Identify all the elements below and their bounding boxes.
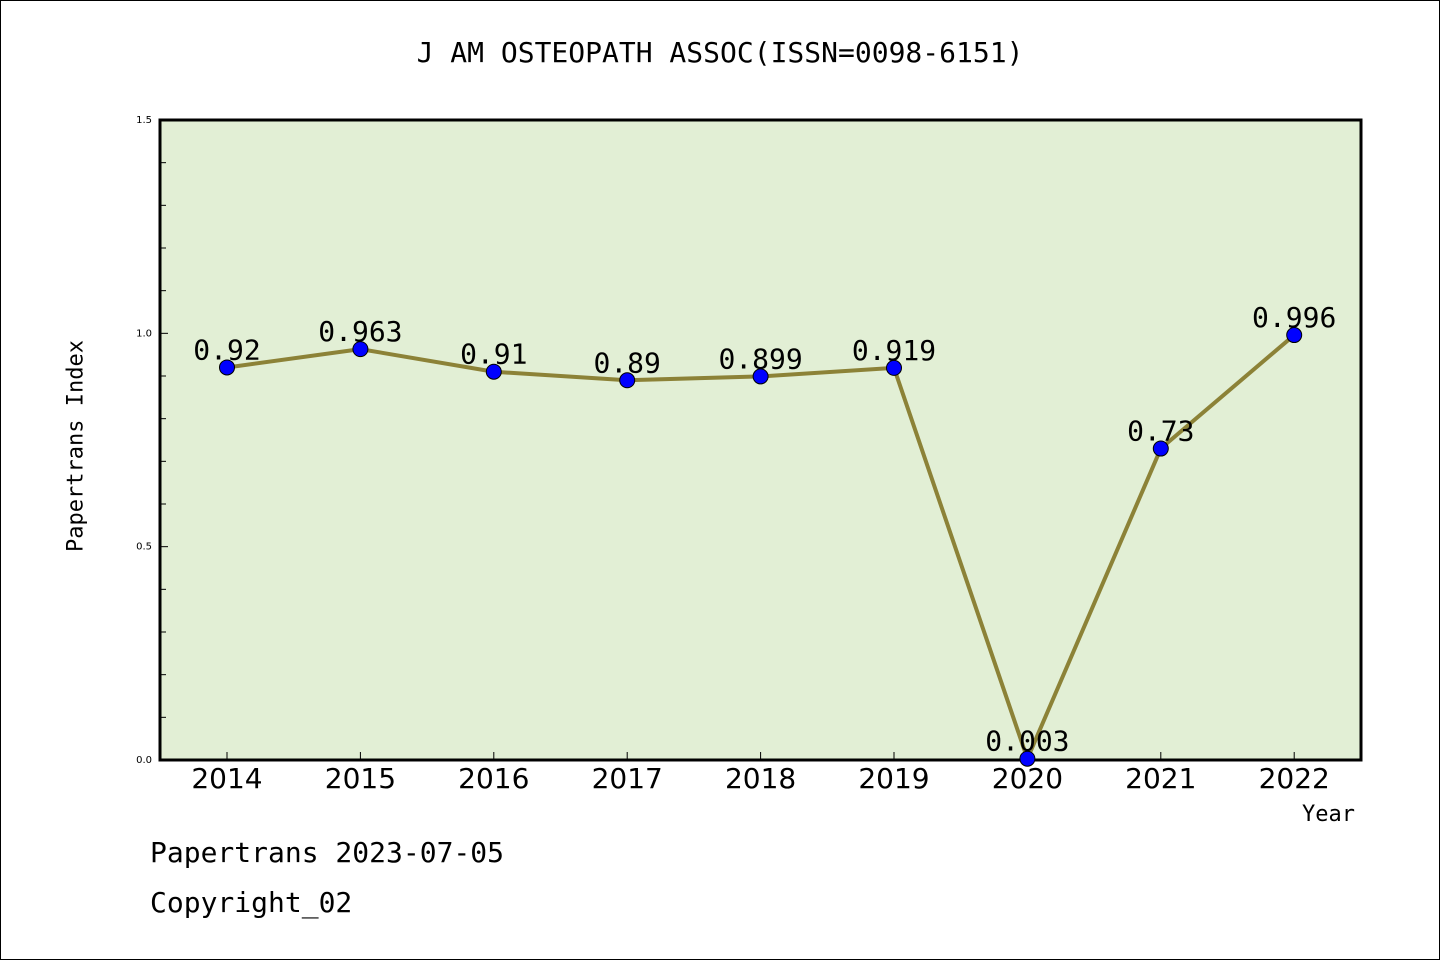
- footer-date: Papertrans 2023-07-05: [150, 836, 505, 869]
- data-label-2021: 0.73: [1127, 415, 1194, 448]
- x-axis-ticks: 2014 2015 2016 2017 2018 2019 2020 2021 2022: [191, 752, 1330, 795]
- x-tick-label: 2022: [1259, 762, 1330, 795]
- data-label-2015: 0.963: [318, 315, 402, 348]
- data-point-2018: [752, 368, 769, 385]
- data-point-2017: [619, 372, 636, 389]
- y-axis-ticks: 0.0 0.5 1.0 1.5: [136, 115, 168, 766]
- data-label-2016: 0.91: [460, 338, 527, 371]
- data-point-2015: [352, 341, 369, 358]
- y-tick-label: 0.5: [136, 542, 152, 553]
- data-labels: 0.92 0.963 0.91 0.89 0.899 0.919 0.003 0.73 0.99…: [193, 301, 1336, 758]
- data-label-2019: 0.919: [852, 334, 936, 367]
- x-tick-label: 2016: [458, 762, 529, 795]
- x-tick-label: 2019: [858, 762, 929, 795]
- y-tick-label: 0.0: [136, 755, 152, 766]
- data-label-2014: 0.92: [193, 333, 260, 366]
- data-point-2019: [886, 359, 902, 376]
- data-label-2020: 0.003: [985, 725, 1069, 758]
- series-markers: [219, 327, 1303, 767]
- footer-copyright: Copyright_02: [150, 886, 353, 919]
- data-point-2016: [485, 363, 502, 380]
- data-label-2018: 0.899: [718, 342, 802, 375]
- x-tick-label: 2014: [191, 762, 262, 795]
- x-axis-label: Year: [1302, 802, 1355, 827]
- x-tick-label: 2018: [725, 762, 796, 795]
- chart-title: J AM OSTEOPATH ASSOC(ISSN=0098-6151): [416, 36, 1024, 69]
- x-tick-label: 2015: [325, 762, 396, 795]
- data-label-2022: 0.996: [1252, 301, 1336, 334]
- x-tick-label: 2017: [592, 762, 663, 795]
- data-label-2017: 0.89: [593, 346, 660, 379]
- x-tick-label: 2020: [992, 762, 1063, 795]
- x-tick-label: 2021: [1125, 762, 1196, 795]
- plot-area: [158, 118, 1363, 762]
- y-tick-label: 1.5: [136, 115, 152, 126]
- data-point-2014: [219, 359, 235, 376]
- y-tick-label: 1.0: [136, 328, 152, 339]
- data-point-2022: [1286, 327, 1303, 344]
- data-point-2021: [1152, 440, 1169, 457]
- data-point-2020: [1019, 750, 1036, 767]
